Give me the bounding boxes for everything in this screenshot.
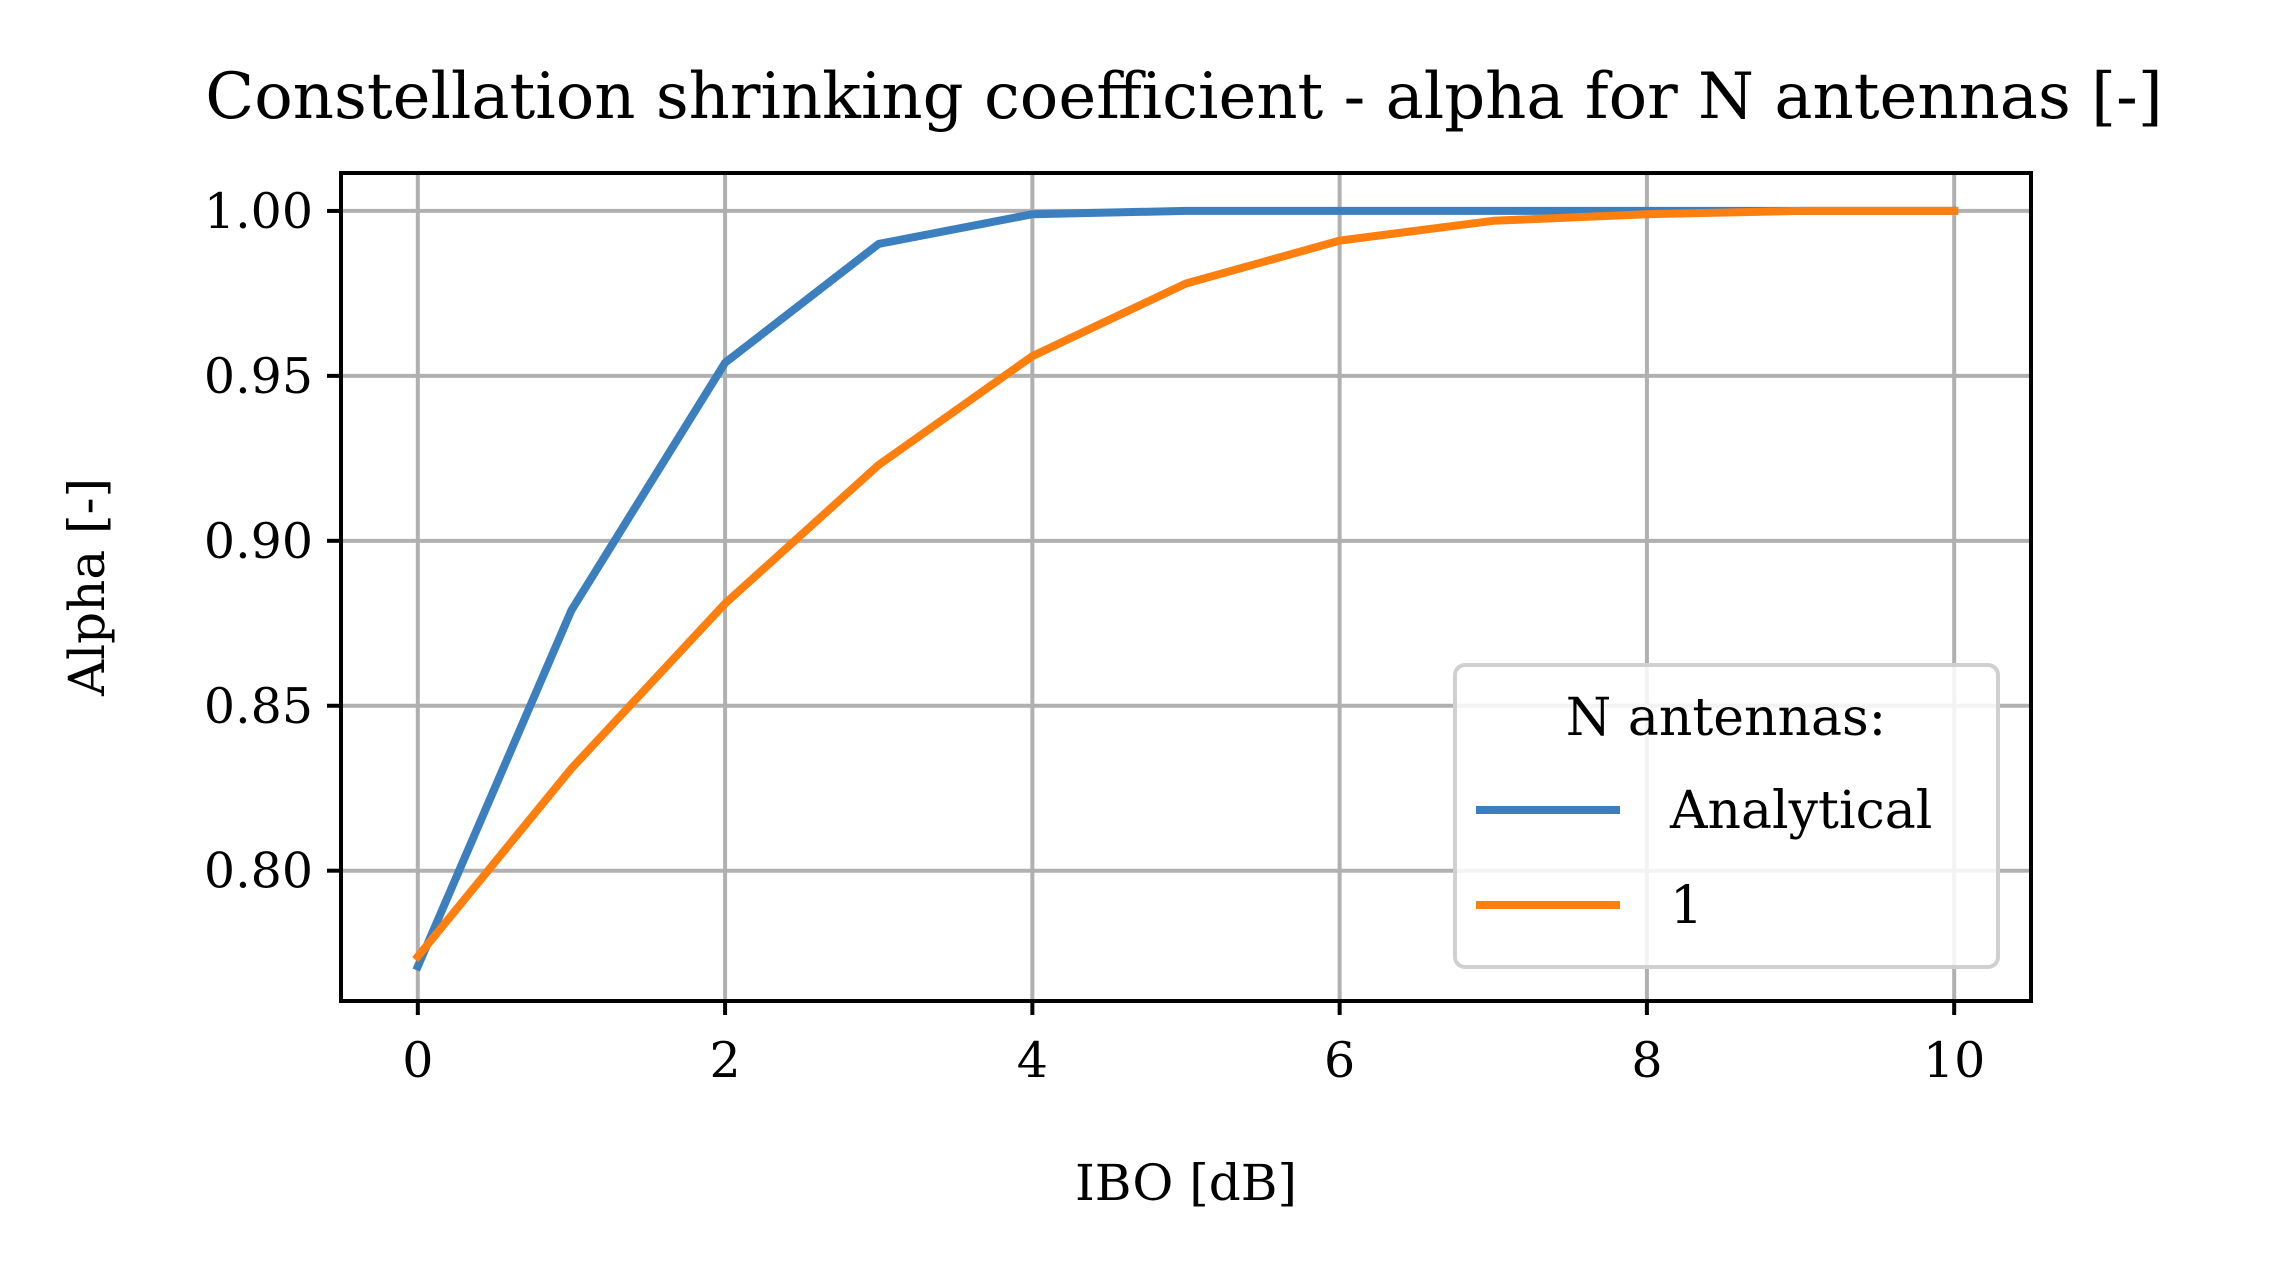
y-tick-label: 0.95 [204,348,313,405]
plot-frame [339,171,2033,1003]
x-tick-label: 2 [709,1032,740,1089]
legend: N antennas: Analytical 1 [1453,663,2000,969]
grid-layer [341,173,2031,1001]
x-tick-label: 4 [1017,1032,1048,1089]
series-line-n-1 [412,206,1959,963]
x-tick-label: 8 [1631,1032,1662,1089]
x-tick-label: 0 [402,1032,433,1089]
y-tick-label: 1.00 [204,183,313,240]
legend-label-1: 1 [1670,876,1703,936]
series-layer [412,206,1959,972]
x-tick-label: 10 [1923,1032,1985,1089]
tick-layer: 0 2 4 6 8 10 0.80 0.85 0.90 0.95 1.00 [204,183,1985,1089]
y-axis-label: Alpha [-] [58,478,116,697]
y-tick-label: 0.90 [204,513,313,570]
y-tick-label: 0.85 [204,678,313,735]
legend-box [1453,663,2000,969]
legend-label-analytical: Analytical [1669,781,1932,841]
x-axis-label: IBO [dB] [1075,1154,1297,1212]
x-tick-label: 6 [1324,1032,1355,1089]
y-tick-label: 0.80 [204,843,313,900]
legend-title: N antennas: [1566,688,1886,748]
chart-title: Constellation shrinking coefficient - al… [205,60,2162,134]
